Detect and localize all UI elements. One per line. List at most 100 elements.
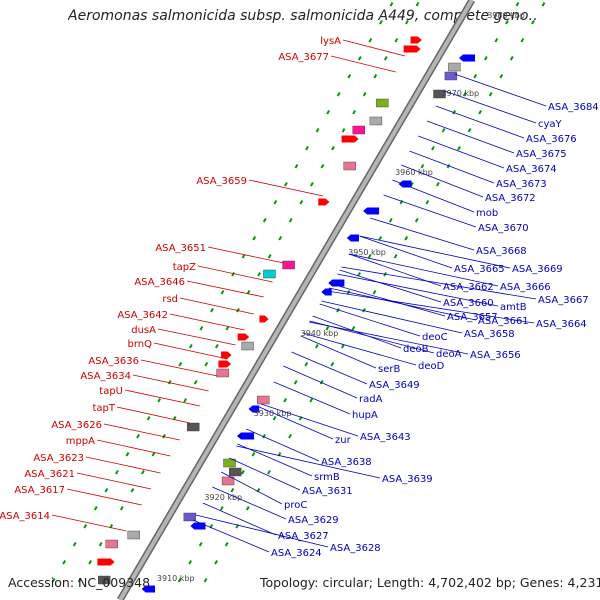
right-label-leader: [418, 135, 505, 169]
tick-dot: [262, 434, 266, 439]
gene-box: [376, 98, 389, 108]
gene-box: [444, 71, 458, 81]
right-label-leader: [309, 321, 469, 355]
map-title: Aeromonas salmonicida subsp. salmonicida…: [68, 8, 538, 24]
left-gene-label: ASA_3623: [33, 453, 84, 464]
gene-arrow: [259, 315, 269, 323]
tick-dot: [51, 578, 56, 583]
gene-box: [352, 125, 365, 135]
right-label-leader: [283, 365, 358, 399]
right-label-leader: [192, 519, 270, 553]
tick-dot: [210, 308, 214, 313]
tick-dot: [478, 110, 483, 115]
tick-dot: [257, 272, 261, 277]
gene-arrow: [237, 333, 250, 341]
gene-arrow: [97, 558, 115, 566]
right-gene-label: ASA_3674: [506, 164, 557, 175]
left-gene-label: ASA_3621: [24, 469, 75, 480]
gene-box: [216, 368, 229, 378]
right-gene-label: cyaY: [538, 119, 563, 130]
genome-backbone-highlight: [118, 0, 474, 600]
gene-arrow: [221, 351, 232, 359]
tick-label: 3930 kbp: [254, 409, 292, 418]
right-label-leader: [236, 445, 381, 479]
left-label-leader: [85, 456, 161, 474]
tick-dot: [340, 344, 345, 349]
right-label-leader: [273, 381, 351, 415]
right-label-leader: [409, 150, 495, 184]
tick-dot: [224, 542, 229, 547]
tick-dot: [336, 308, 340, 313]
tick-dot: [431, 146, 435, 151]
tick-dot: [299, 200, 304, 205]
left-label-leader: [157, 328, 236, 346]
right-label-leader: [359, 235, 453, 269]
tick-dot: [231, 272, 235, 277]
right-gene-label: deoA: [436, 349, 462, 360]
tick-dot: [119, 506, 124, 511]
tick-dot: [225, 326, 230, 331]
right-label-leader: [321, 300, 463, 334]
tick-label: 3920 kbp: [204, 493, 242, 502]
tick-dot: [394, 38, 399, 43]
tick-dot: [214, 344, 219, 349]
gene-arrow: [341, 135, 359, 143]
tick-dot: [272, 416, 277, 421]
tick-dot: [351, 326, 356, 331]
tick-dot: [393, 254, 398, 259]
right-label-leader: [220, 471, 283, 505]
gene-arrow: [318, 198, 330, 206]
right-label-leader: [444, 90, 537, 124]
right-label-leader: [341, 266, 537, 300]
gene-arrow: [363, 207, 380, 215]
tick-dot: [499, 74, 504, 79]
gene-box: [369, 116, 383, 126]
right-gene-label: ASA_3638: [321, 457, 372, 468]
right-gene-label: ASA_3628: [330, 543, 381, 554]
tick-dot: [462, 92, 467, 97]
right-gene-label: ASA_3675: [516, 149, 567, 160]
tick-dot: [467, 128, 472, 133]
tick-dot: [304, 362, 309, 367]
tick-dot: [310, 182, 314, 187]
left-label-leader: [140, 359, 218, 377]
tick-dot: [405, 20, 409, 25]
tick-dot: [62, 560, 67, 565]
tick-dot: [241, 254, 246, 259]
tick-dot: [77, 578, 82, 583]
right-gene-label: ASA_3662: [443, 282, 494, 293]
tick-dot: [367, 254, 372, 259]
left-gene-label: ASA_3634: [80, 371, 131, 382]
left-label-leader: [207, 246, 284, 264]
right-gene-label: ASA_3672: [485, 193, 536, 204]
right-gene-label: ASA_3649: [369, 380, 420, 391]
tick-dot: [446, 164, 451, 169]
tick-dot: [357, 56, 362, 61]
tick-dot: [193, 380, 198, 385]
right-label-leader: [383, 194, 477, 228]
tick-dot: [509, 56, 514, 61]
right-gene-label: ASA_3660: [443, 298, 494, 309]
gene-box: [186, 422, 200, 432]
left-gene-label: ASA_3677: [278, 52, 329, 63]
gene-box: [127, 530, 140, 540]
gene-box: [448, 62, 461, 72]
tick-dot: [379, 20, 383, 25]
right-gene-label: serB: [378, 364, 400, 375]
right-label-leader: [426, 120, 515, 154]
tick-dot: [245, 506, 250, 511]
left-label-leader: [169, 313, 245, 331]
topology-summary-text: Topology: circular; Length: 4,702,402 bp…: [260, 575, 600, 590]
right-gene-label: ASA_3639: [382, 474, 433, 485]
tick-dot: [531, 20, 535, 25]
right-gene-label: hupA: [352, 410, 378, 421]
left-gene-label: ASA_3617: [14, 485, 65, 496]
tick-dot: [262, 218, 267, 223]
tick-dot: [520, 38, 525, 43]
tick-label: 3960 kbp: [395, 168, 433, 177]
tick-dot: [151, 452, 156, 457]
left-gene-label: lysA: [320, 36, 341, 47]
gene-arrow: [236, 432, 255, 440]
